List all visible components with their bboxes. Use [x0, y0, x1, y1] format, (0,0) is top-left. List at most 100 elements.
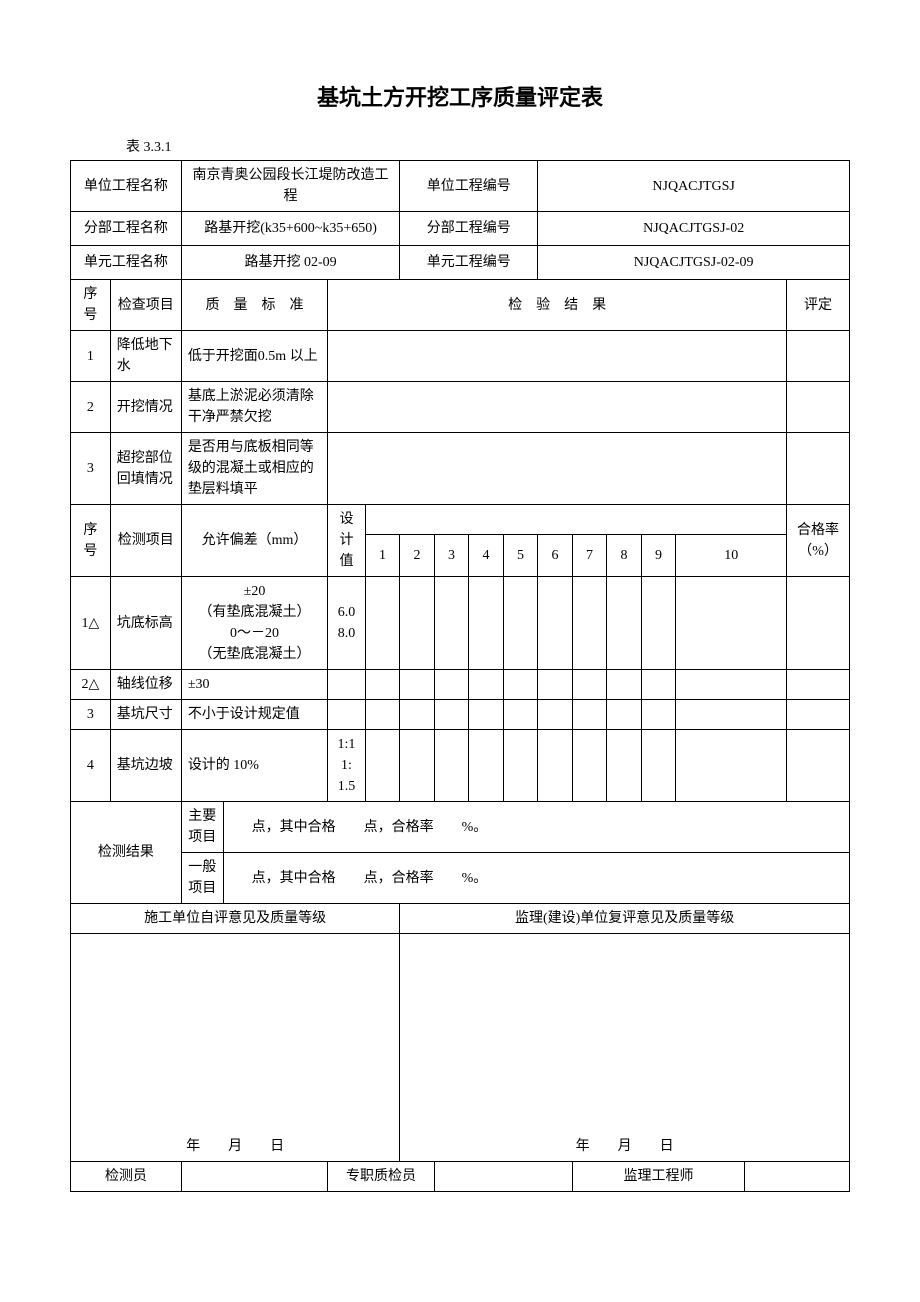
meas-design-hdr: 设计值 [328, 505, 366, 577]
check-eval-cell[interactable] [787, 331, 850, 382]
part-code-value: NJQACJTGSJ-02 [538, 212, 850, 246]
meas-val[interactable] [365, 700, 400, 730]
meas-val[interactable] [641, 730, 676, 802]
meas-val[interactable] [503, 577, 538, 670]
meas-val[interactable] [641, 670, 676, 700]
meas-val[interactable] [572, 730, 607, 802]
meas-item: 坑底标高 [110, 577, 181, 670]
check-item: 开挖情况 [110, 382, 181, 433]
meas-cols-blank [365, 505, 786, 535]
meas-design: 1:1 1: 1.5 [328, 730, 366, 802]
meas-val[interactable] [365, 577, 400, 670]
elem-name-value: 路基开挖 02-09 [181, 246, 399, 280]
meas-val[interactable] [538, 577, 573, 670]
meas-val[interactable] [607, 670, 642, 700]
meas-val[interactable] [607, 730, 642, 802]
check-result-cell[interactable] [328, 331, 787, 382]
meas-val[interactable] [400, 730, 435, 802]
check-eval-cell[interactable] [787, 433, 850, 505]
meas-pass[interactable] [787, 730, 850, 802]
meas-tol-hdr: 允许偏差（mm） [181, 505, 327, 577]
meas-col: 1 [365, 535, 400, 577]
meas-item: 基坑边坡 [110, 730, 181, 802]
check-result-cell[interactable] [328, 382, 787, 433]
result-label: 检测结果 [71, 802, 182, 904]
elem-code-value: NJQACJTGSJ-02-09 [538, 246, 850, 280]
check-result-cell[interactable] [328, 433, 787, 505]
result-gen-text: 点，其中合格 点，合格率 %。 [223, 853, 849, 904]
meas-val[interactable] [538, 730, 573, 802]
meas-pass[interactable] [787, 670, 850, 700]
meas-val[interactable] [607, 577, 642, 670]
meas-val[interactable] [469, 700, 504, 730]
meas-val[interactable] [572, 577, 607, 670]
sign-supervisor-value[interactable] [745, 1162, 850, 1192]
meas-val[interactable] [641, 577, 676, 670]
opinion-supervision-body[interactable]: 年 月 日 [400, 934, 850, 1162]
meas-item: 基坑尺寸 [110, 700, 181, 730]
sign-inspector-value[interactable] [181, 1162, 327, 1192]
meas-val[interactable] [469, 670, 504, 700]
meas-val[interactable] [572, 700, 607, 730]
meas-val[interactable] [400, 700, 435, 730]
meas-val[interactable] [469, 577, 504, 670]
table-number: 表 3.3.1 [126, 136, 850, 156]
meas-val[interactable] [434, 730, 469, 802]
result-main-text: 点，其中合格 点，合格率 %。 [223, 802, 849, 853]
sign-qc-value[interactable] [434, 1162, 572, 1192]
check-seq: 2 [71, 382, 111, 433]
meas-pass-hdr: 合格率（%） [787, 505, 850, 577]
opinion-construction-hdr: 施工单位自评意见及质量等级 [71, 904, 400, 934]
meas-val[interactable] [503, 730, 538, 802]
meas-val[interactable] [434, 670, 469, 700]
meas-val[interactable] [676, 670, 787, 700]
check-std: 是否用与底板相同等级的混凝土或相应的垫层料填平 [181, 433, 327, 505]
meas-pass[interactable] [787, 577, 850, 670]
check-std-hdr: 质 量 标 准 [181, 280, 327, 331]
meas-val[interactable] [572, 670, 607, 700]
meas-val[interactable] [400, 577, 435, 670]
meas-pass[interactable] [787, 700, 850, 730]
meas-val[interactable] [469, 730, 504, 802]
meas-seq: 4 [71, 730, 111, 802]
meas-val[interactable] [607, 700, 642, 730]
elem-name-label: 单元工程名称 [71, 246, 182, 280]
meas-val[interactable] [434, 700, 469, 730]
check-eval-cell[interactable] [787, 382, 850, 433]
meas-val[interactable] [503, 700, 538, 730]
meas-col: 2 [400, 535, 435, 577]
meas-val[interactable] [538, 700, 573, 730]
check-item: 降低地下水 [110, 331, 181, 382]
meas-val[interactable] [365, 670, 400, 700]
meas-seq: 3 [71, 700, 111, 730]
meas-val[interactable] [676, 577, 787, 670]
check-item-hdr: 检查项目 [110, 280, 181, 331]
part-name-value: 路基开挖(k35+600~k35+650) [181, 212, 399, 246]
evaluation-table: 单位工程名称 南京青奥公园段长江堤防改造工程 单位工程编号 NJQACJTGSJ… [70, 160, 850, 1192]
meas-val[interactable] [676, 700, 787, 730]
unit-code-value: NJQACJTGSJ [538, 161, 850, 212]
opinion-construction-body[interactable]: 年 月 日 [71, 934, 400, 1162]
meas-design [328, 700, 366, 730]
meas-val[interactable] [503, 670, 538, 700]
meas-design: 6.0 8.0 [328, 577, 366, 670]
meas-tol: 设计的 10% [181, 730, 327, 802]
meas-col: 9 [641, 535, 676, 577]
meas-item: 轴线位移 [110, 670, 181, 700]
doc-title: 基坑土方开挖工序质量评定表 [70, 80, 850, 112]
meas-item-hdr: 检测项目 [110, 505, 181, 577]
meas-col: 4 [469, 535, 504, 577]
check-std: 基底上淤泥必须清除干净严禁欠挖 [181, 382, 327, 433]
meas-val[interactable] [641, 700, 676, 730]
check-item: 超挖部位回填情况 [110, 433, 181, 505]
check-seq: 1 [71, 331, 111, 382]
elem-code-label: 单元工程编号 [400, 246, 538, 280]
result-main-label: 主要项目 [181, 802, 223, 853]
meas-val[interactable] [365, 730, 400, 802]
meas-val[interactable] [676, 730, 787, 802]
meas-val[interactable] [434, 577, 469, 670]
meas-tol: ±20 （有垫底混凝土） 0～－20 （无垫底混凝土） [181, 577, 327, 670]
meas-val[interactable] [400, 670, 435, 700]
meas-seq: 2△ [71, 670, 111, 700]
meas-val[interactable] [538, 670, 573, 700]
